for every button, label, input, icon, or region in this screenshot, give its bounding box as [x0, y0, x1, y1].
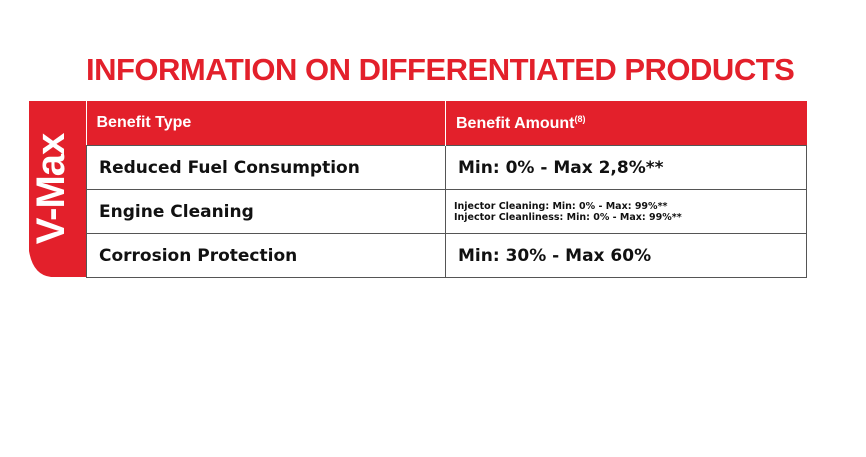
benefit-amount-cell: Injector Cleaning: Min: 0% - Max: 99%** I…	[445, 189, 807, 234]
benefit-amount-line: Injector Cleanliness: Min: 0% - Max: 99%…	[454, 211, 682, 223]
logo-badge-shape	[29, 101, 86, 277]
footnote-marker: (8)	[574, 113, 586, 124]
table-row: Corrosion Protection Min: 30% - Max 60%	[86, 233, 807, 278]
vmax-diesel-logo: V-Max	[29, 101, 86, 277]
benefit-amount-line: Injector Cleaning: Min: 0% - Max: 99%**	[454, 200, 668, 212]
header-benefit-amount: Benefit Amount(8)	[445, 101, 807, 146]
header-benefit-type: Benefit Type	[86, 101, 446, 146]
benefit-type-cell: Engine Cleaning	[86, 189, 446, 234]
benefits-table: Benefit Type Benefit Amount(8) Reduced F…	[86, 101, 807, 278]
table-row: Reduced Fuel Consumption Min: 0% - Max 2…	[86, 145, 807, 190]
benefit-type-cell: Reduced Fuel Consumption	[86, 145, 446, 190]
benefit-type-cell: Corrosion Protection	[86, 233, 446, 278]
page-title: INFORMATION ON DIFFERENTIATED PRODUCTS	[86, 52, 795, 87]
table-header-row: Benefit Type Benefit Amount(8)	[86, 101, 807, 146]
table-row: Engine Cleaning Injector Cleaning: Min: …	[86, 189, 807, 234]
logo-wordmark: V-Max	[29, 133, 73, 245]
header-benefit-amount-label: Benefit Amount	[456, 114, 575, 132]
benefit-amount-cell: Min: 0% - Max 2,8%**	[445, 145, 807, 190]
benefit-amount-cell: Min: 30% - Max 60%	[445, 233, 807, 278]
